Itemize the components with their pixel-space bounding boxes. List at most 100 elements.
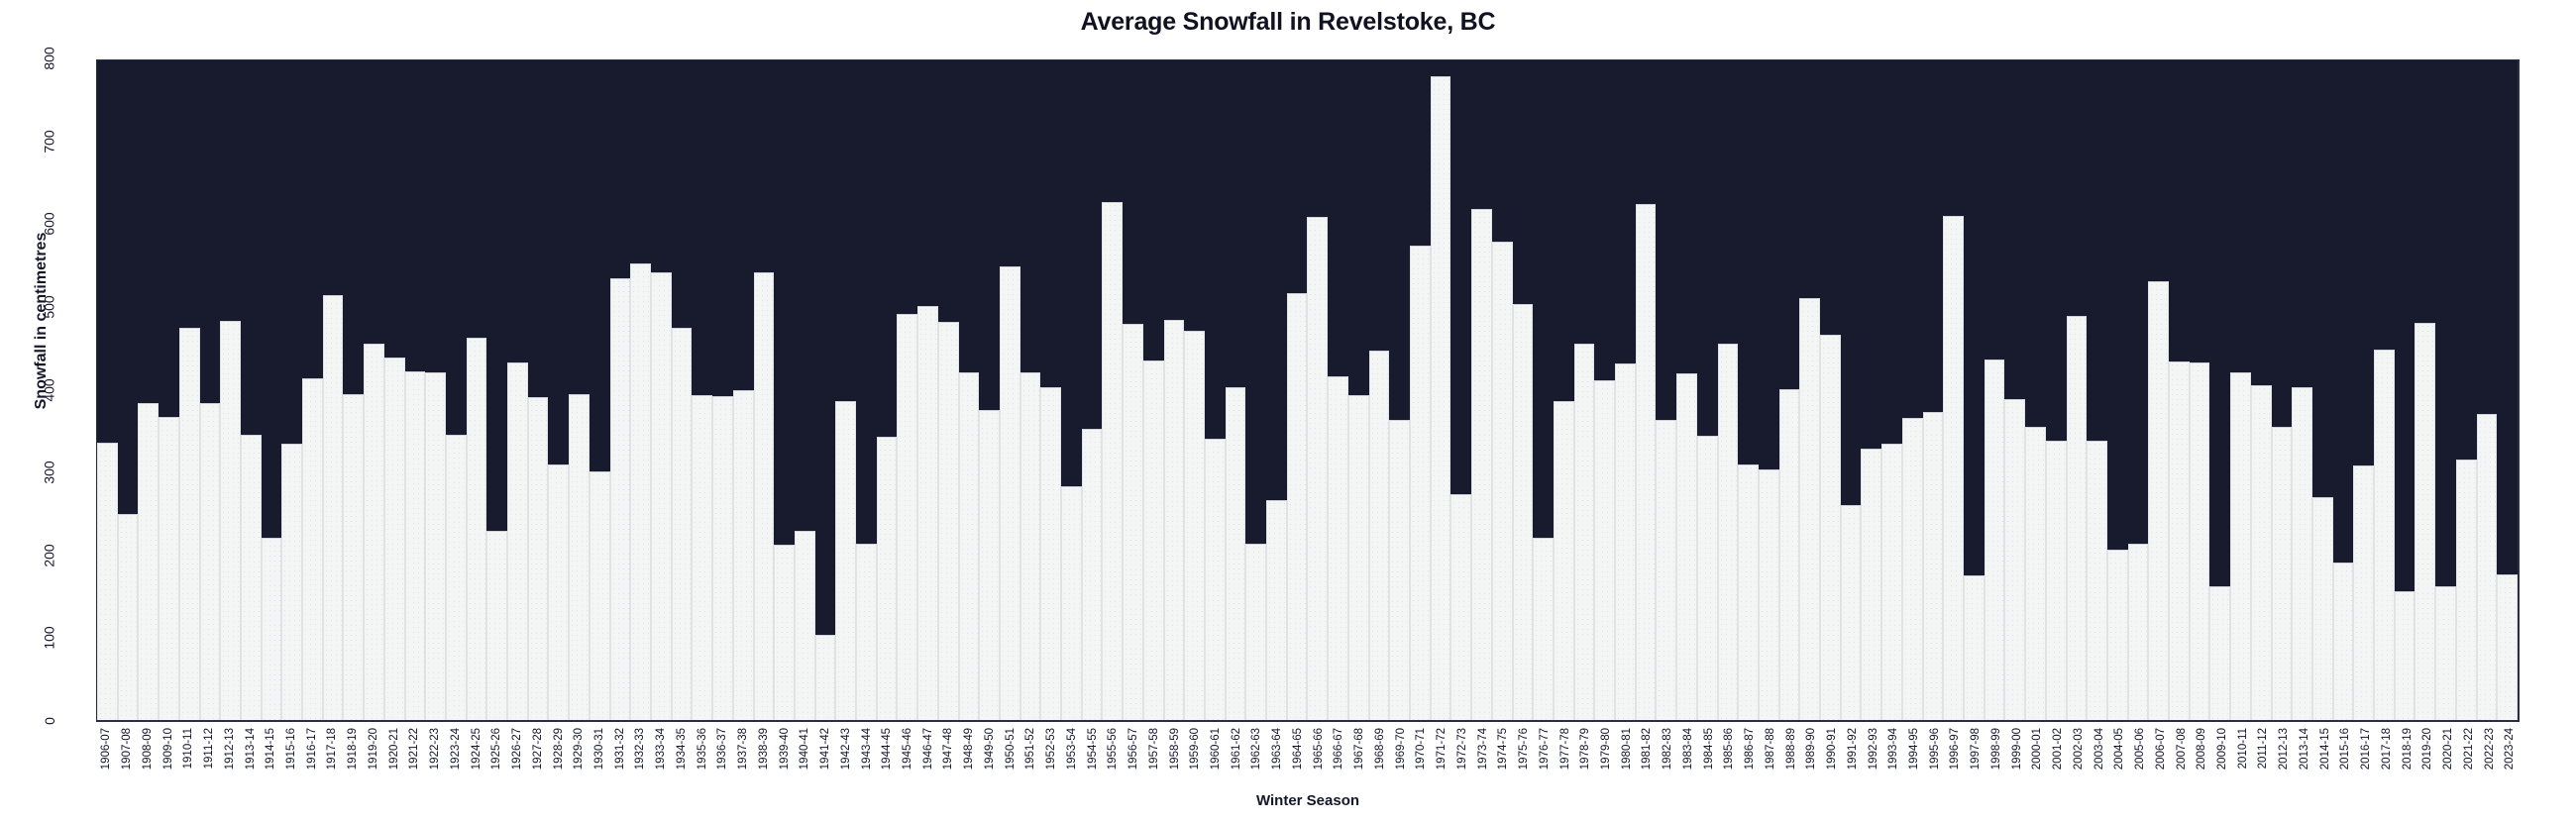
- bar[interactable]: [1533, 538, 1554, 720]
- bar[interactable]: [814, 634, 836, 720]
- bar[interactable]: [2230, 371, 2251, 720]
- bar[interactable]: [1820, 335, 1841, 720]
- bar[interactable]: [178, 328, 200, 720]
- bar[interactable]: [937, 321, 959, 720]
- bar[interactable]: [302, 378, 323, 720]
- bar[interactable]: [2066, 315, 2088, 720]
- bar[interactable]: [569, 393, 590, 720]
- bar[interactable]: [671, 327, 693, 720]
- bar[interactable]: [2497, 573, 2518, 720]
- bar[interactable]: [1758, 468, 1779, 720]
- bar[interactable]: [1102, 202, 1124, 720]
- bar[interactable]: [240, 434, 262, 720]
- bar[interactable]: [2455, 460, 2477, 720]
- bar[interactable]: [609, 278, 631, 720]
- bar[interactable]: [1573, 343, 1595, 720]
- bar[interactable]: [1430, 76, 1451, 720]
- bar[interactable]: [2476, 414, 2498, 720]
- bar[interactable]: [2374, 350, 2395, 720]
- bar[interactable]: [1676, 373, 1697, 720]
- bar[interactable]: [1307, 216, 1329, 720]
- bar[interactable]: [1491, 242, 1513, 720]
- bar[interactable]: [1040, 386, 1062, 720]
- bar[interactable]: [220, 320, 241, 720]
- bar[interactable]: [1389, 420, 1410, 720]
- bar[interactable]: [1901, 417, 1923, 720]
- bar[interactable]: [364, 343, 384, 720]
- bar[interactable]: [322, 295, 344, 720]
- bar[interactable]: [1450, 493, 1472, 720]
- bar[interactable]: [2169, 360, 2190, 720]
- bar[interactable]: [1778, 388, 1800, 720]
- bar[interactable]: [527, 396, 549, 720]
- bar[interactable]: [383, 357, 405, 720]
- bar[interactable]: [692, 395, 713, 720]
- bar[interactable]: [2025, 426, 2046, 720]
- bar[interactable]: [794, 530, 815, 720]
- bar[interactable]: [917, 305, 938, 720]
- bar[interactable]: [2311, 497, 2333, 720]
- bar[interactable]: [1840, 505, 1862, 720]
- bar[interactable]: [466, 337, 487, 720]
- bar[interactable]: [979, 410, 1000, 720]
- bar[interactable]: [835, 401, 857, 720]
- bar[interactable]: [999, 265, 1020, 720]
- bar[interactable]: [876, 437, 898, 720]
- bar[interactable]: [1123, 324, 1143, 720]
- bar[interactable]: [2353, 465, 2375, 720]
- bar[interactable]: [1471, 209, 1492, 720]
- bar[interactable]: [507, 361, 528, 720]
- bar[interactable]: [712, 396, 733, 720]
- bar[interactable]: [2415, 322, 2436, 720]
- bar[interactable]: [117, 513, 139, 720]
- bar[interactable]: [2045, 441, 2067, 720]
- bar[interactable]: [1738, 464, 1759, 720]
- bar[interactable]: [1656, 420, 1677, 720]
- bar[interactable]: [2148, 280, 2170, 720]
- bar[interactable]: [199, 402, 221, 720]
- bar[interactable]: [1615, 363, 1636, 720]
- bar[interactable]: [1081, 428, 1103, 720]
- bar[interactable]: [97, 442, 118, 720]
- bar[interactable]: [1717, 343, 1739, 720]
- bar[interactable]: [2435, 585, 2456, 720]
- bar[interactable]: [2127, 543, 2149, 720]
- bar[interactable]: [1799, 297, 1821, 720]
- bar[interactable]: [1225, 386, 1246, 720]
- bar[interactable]: [2292, 386, 2312, 720]
- bar[interactable]: [1696, 436, 1718, 720]
- bar[interactable]: [1245, 543, 1267, 720]
- bar[interactable]: [897, 314, 918, 720]
- bar[interactable]: [445, 434, 467, 720]
- bar[interactable]: [1020, 371, 1041, 720]
- bar[interactable]: [261, 538, 282, 720]
- bar[interactable]: [1963, 574, 1985, 720]
- bar[interactable]: [2189, 361, 2210, 720]
- bar[interactable]: [1061, 486, 1082, 720]
- bar[interactable]: [856, 543, 877, 720]
- bar[interactable]: [138, 402, 160, 720]
- bar[interactable]: [1881, 443, 1902, 720]
- bar[interactable]: [1553, 401, 1574, 720]
- bar[interactable]: [1922, 411, 1944, 720]
- bar[interactable]: [2394, 591, 2415, 720]
- bar[interactable]: [958, 371, 980, 720]
- bar[interactable]: [1328, 375, 1348, 720]
- bar[interactable]: [343, 394, 365, 720]
- bar[interactable]: [2004, 398, 2026, 720]
- bar[interactable]: [1184, 330, 1205, 720]
- bar[interactable]: [1410, 245, 1431, 720]
- bar[interactable]: [1861, 448, 1882, 720]
- bar[interactable]: [281, 443, 303, 720]
- bar[interactable]: [753, 271, 775, 720]
- bar[interactable]: [630, 263, 651, 720]
- bar[interactable]: [1142, 360, 1164, 720]
- bar[interactable]: [159, 416, 179, 720]
- bar[interactable]: [1347, 395, 1369, 720]
- bar[interactable]: [1984, 360, 2005, 720]
- bar[interactable]: [1204, 438, 1226, 720]
- bar[interactable]: [1943, 215, 1964, 720]
- bar[interactable]: [1163, 320, 1185, 720]
- bar[interactable]: [1635, 204, 1657, 720]
- bar[interactable]: [486, 531, 508, 720]
